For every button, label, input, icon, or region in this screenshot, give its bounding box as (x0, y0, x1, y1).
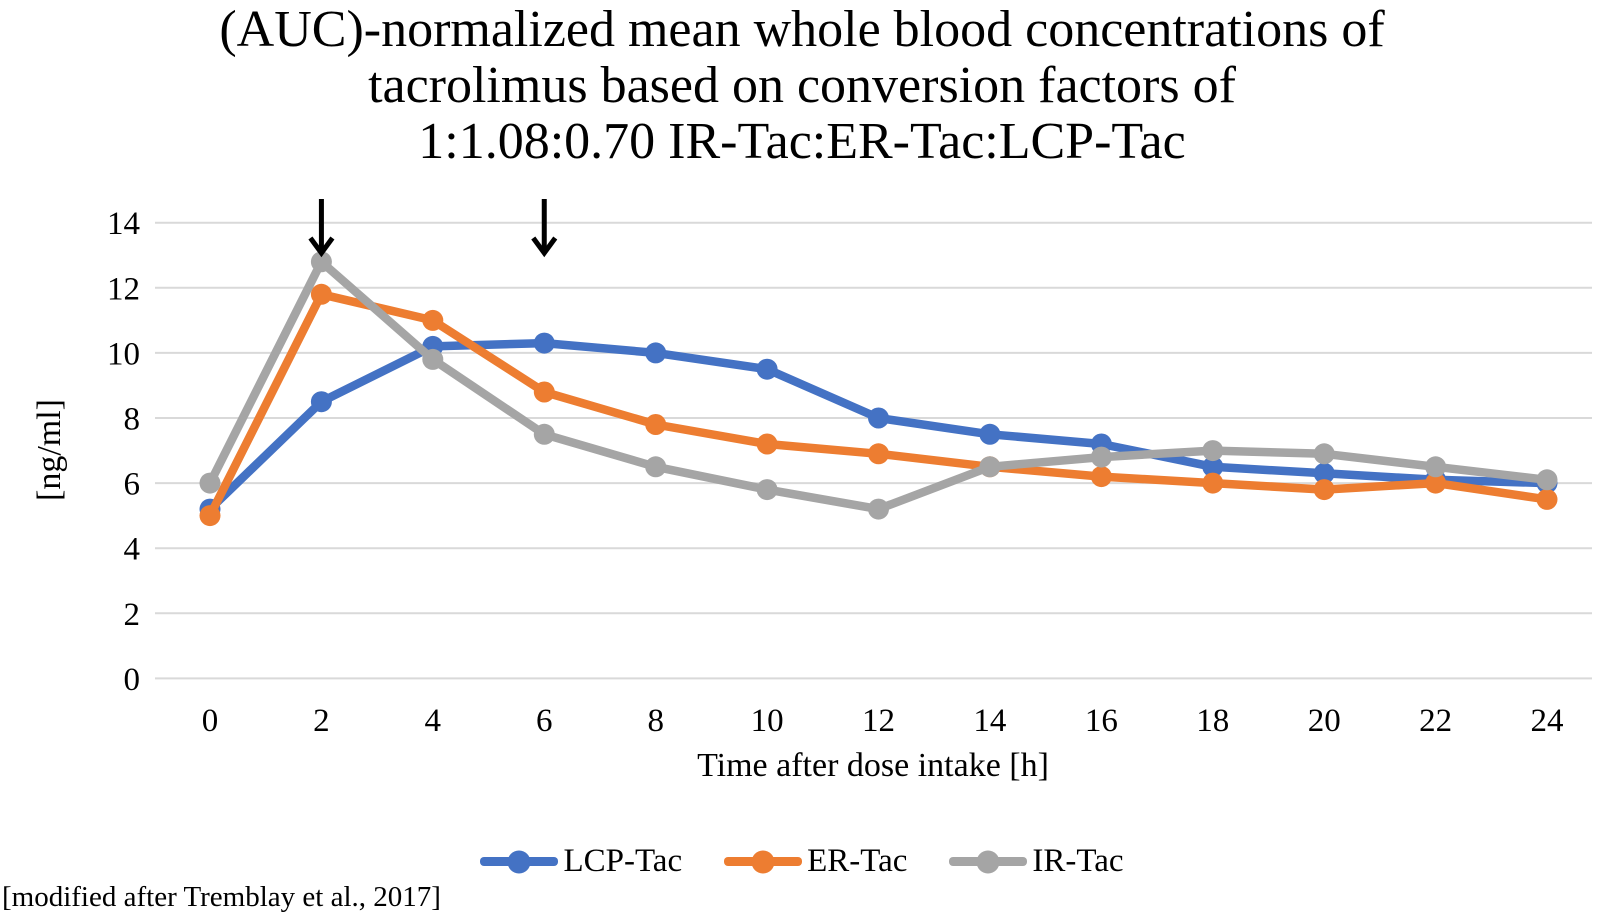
x-axis-title: Time after dose intake [h] (697, 747, 1049, 784)
data-point-LCP-Tac (310, 391, 332, 413)
legend-label: LCP-Tac (563, 843, 683, 879)
y-tick-label: 6 (124, 467, 141, 503)
x-tick-label: 18 (1196, 703, 1229, 739)
arrow-head (531, 236, 558, 258)
data-point-IR-Tac (533, 423, 555, 445)
data-point-IR-Tac (1090, 446, 1112, 468)
x-tick-label: 16 (1085, 703, 1118, 739)
down-arrow-icon (308, 199, 335, 258)
chart-title-line-3: 1:1.08:0.70 IR-Tac:ER-Tac:LCP-Tac (418, 113, 1186, 170)
data-point-LCP-Tac (1202, 456, 1224, 478)
data-point-ER-Tac (868, 443, 889, 465)
x-tick-label: 10 (751, 703, 784, 739)
data-point-ER-Tac (533, 381, 555, 403)
x-tick-label: 24 (1531, 703, 1564, 739)
y-tick-label: 2 (124, 597, 141, 633)
legend-item-ir-tac: IR-Tac (949, 843, 1124, 880)
data-point-ER-Tac (199, 505, 221, 527)
x-tick-label: 0 (202, 703, 219, 739)
x-tick-label: 12 (862, 703, 895, 739)
legend-line-marker-icon (724, 850, 803, 873)
data-point-IR-Tac (1425, 456, 1447, 478)
source-note: [modified after Tremblay et al., 2017] (2, 881, 441, 913)
data-point-ER-Tac (1536, 488, 1558, 510)
data-point-IR-Tac (1313, 443, 1335, 465)
data-point-ER-Tac (645, 414, 667, 435)
data-point-LCP-Tac (868, 407, 889, 429)
x-tick-label: 6 (536, 703, 553, 739)
data-point-ER-Tac (422, 309, 444, 331)
y-tick-label: 10 (107, 336, 140, 372)
y-tick-label: 4 (124, 532, 141, 568)
legend-item-lcp-tac: LCP-Tac (480, 843, 682, 880)
annotation-arrows (308, 199, 558, 258)
data-point-LCP-Tac (645, 342, 667, 364)
data-point-IR-Tac (422, 348, 444, 370)
data-point-IR-Tac (310, 251, 332, 273)
legend-dot-marker-icon (751, 850, 775, 873)
y-axis-title: [ng/ml] (31, 399, 68, 501)
data-point-ER-Tac (1313, 479, 1335, 501)
legend-line-marker-icon (480, 850, 559, 873)
legend: LCP-Tac ER-Tac IR-Tac (0, 843, 1604, 880)
data-point-LCP-Tac (533, 332, 555, 354)
down-arrow-icon (531, 199, 558, 258)
y-tick-label: 8 (124, 402, 141, 438)
arrow-head (308, 236, 335, 258)
data-point-ER-Tac (1425, 472, 1447, 494)
data-point-LCP-Tac (756, 358, 778, 380)
data-point-LCP-Tac (1313, 462, 1335, 484)
y-axis-tick-labels: 0 2 4 6 8 10 12 14 (107, 206, 140, 698)
x-axis-tick-labels: 0 2 4 6 8 10 12 14 16 18 20 22 24 (202, 703, 1564, 739)
data-point-LCP-Tac (979, 423, 1001, 445)
data-point-IR-Tac (645, 456, 667, 478)
data-point-ER-Tac (310, 283, 332, 305)
series-lines (199, 251, 1558, 527)
legend-line-marker-icon (949, 850, 1028, 873)
x-tick-label: 8 (647, 703, 664, 739)
data-point-IR-Tac (1536, 469, 1558, 491)
x-tick-label: 20 (1308, 703, 1341, 739)
x-tick-label: 4 (425, 703, 442, 739)
data-point-IR-Tac (199, 472, 221, 494)
data-point-IR-Tac (1202, 440, 1224, 462)
legend-dot-marker-icon (976, 850, 1000, 873)
chart-title: (AUC)-normalized mean whole blood concen… (0, 2, 1604, 170)
chart-title-line-1: (AUC)-normalized mean whole blood concen… (219, 1, 1385, 58)
data-point-IR-Tac (756, 479, 778, 501)
legend-dot-marker-icon (507, 850, 531, 873)
legend-label: ER-Tac (807, 843, 908, 879)
x-tick-label: 2 (313, 703, 330, 739)
y-tick-label: 12 (107, 271, 140, 307)
data-point-ER-Tac (1202, 472, 1224, 494)
data-point-ER-Tac (756, 433, 778, 455)
legend-item-er-tac: ER-Tac (724, 843, 907, 880)
y-tick-label: 14 (107, 206, 140, 242)
chart-title-line-2: tacrolimus based on conversion factors o… (368, 57, 1236, 114)
x-tick-label: 22 (1419, 703, 1452, 739)
data-point-IR-Tac (979, 456, 1001, 478)
y-tick-label: 0 (124, 662, 141, 698)
x-tick-label: 14 (973, 703, 1006, 739)
legend-label: IR-Tac (1032, 843, 1124, 879)
data-point-IR-Tac (868, 498, 889, 520)
data-point-ER-Tac (1090, 466, 1112, 488)
